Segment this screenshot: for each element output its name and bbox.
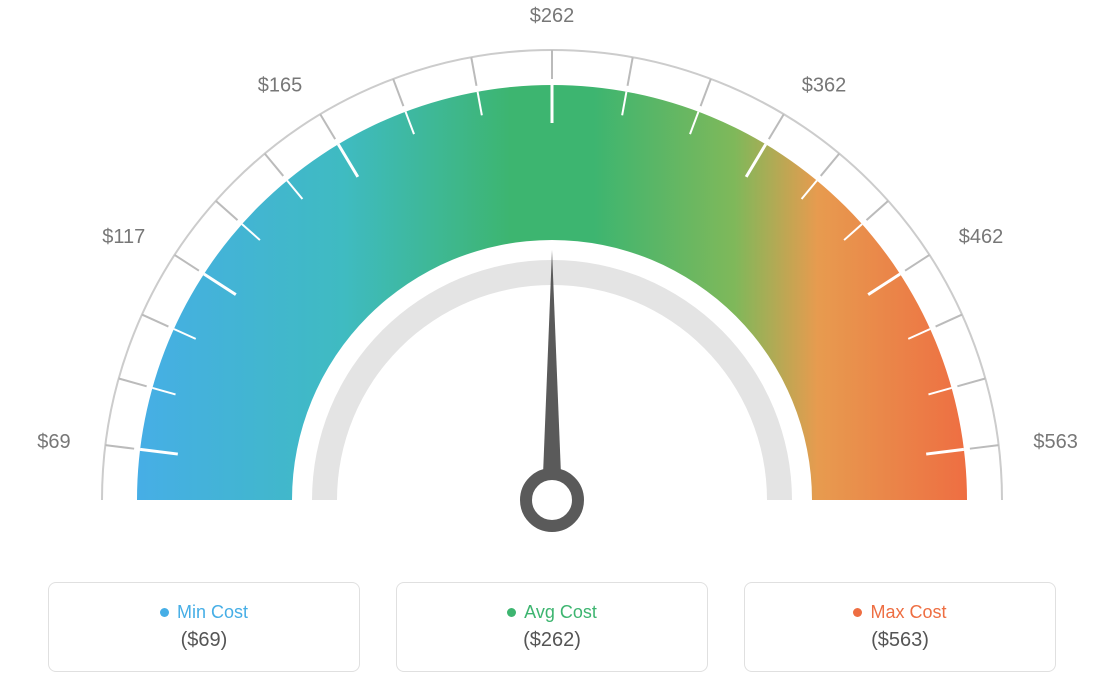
legend-min-label: Min Cost (177, 602, 248, 623)
cost-gauge-container: $69 $117 $165 $262 $362 $462 $563 Min Cost ($6… (0, 0, 1104, 690)
legend-min-value: ($69) (181, 629, 228, 652)
svg-text:$362: $362 (802, 74, 847, 96)
svg-text:$69: $69 (37, 431, 70, 453)
gauge-area: $69 $117 $165 $262 $362 $462 $563 (0, 0, 1104, 560)
legend-avg-dot (507, 608, 516, 617)
legend-max-label-row: Max Cost (853, 602, 946, 623)
legend-row: Min Cost ($69) Avg Cost ($262) Max Cost … (0, 582, 1104, 672)
svg-text:$165: $165 (258, 74, 303, 96)
svg-text:$462: $462 (959, 226, 1004, 248)
legend-max: Max Cost ($563) (744, 582, 1056, 672)
legend-max-label: Max Cost (870, 602, 946, 623)
legend-avg-label: Avg Cost (524, 602, 597, 623)
legend-max-dot (853, 608, 862, 617)
legend-avg-value: ($262) (523, 629, 581, 652)
svg-text:$563: $563 (1033, 431, 1078, 453)
legend-max-value: ($563) (871, 629, 929, 652)
svg-text:$262: $262 (530, 5, 575, 27)
legend-avg: Avg Cost ($262) (396, 582, 708, 672)
legend-min-dot (160, 608, 169, 617)
legend-avg-label-row: Avg Cost (507, 602, 597, 623)
gauge-chart: $69 $117 $165 $262 $362 $462 $563 (0, 0, 1104, 560)
legend-min-label-row: Min Cost (160, 602, 248, 623)
legend-min: Min Cost ($69) (48, 582, 360, 672)
svg-text:$117: $117 (102, 226, 145, 248)
